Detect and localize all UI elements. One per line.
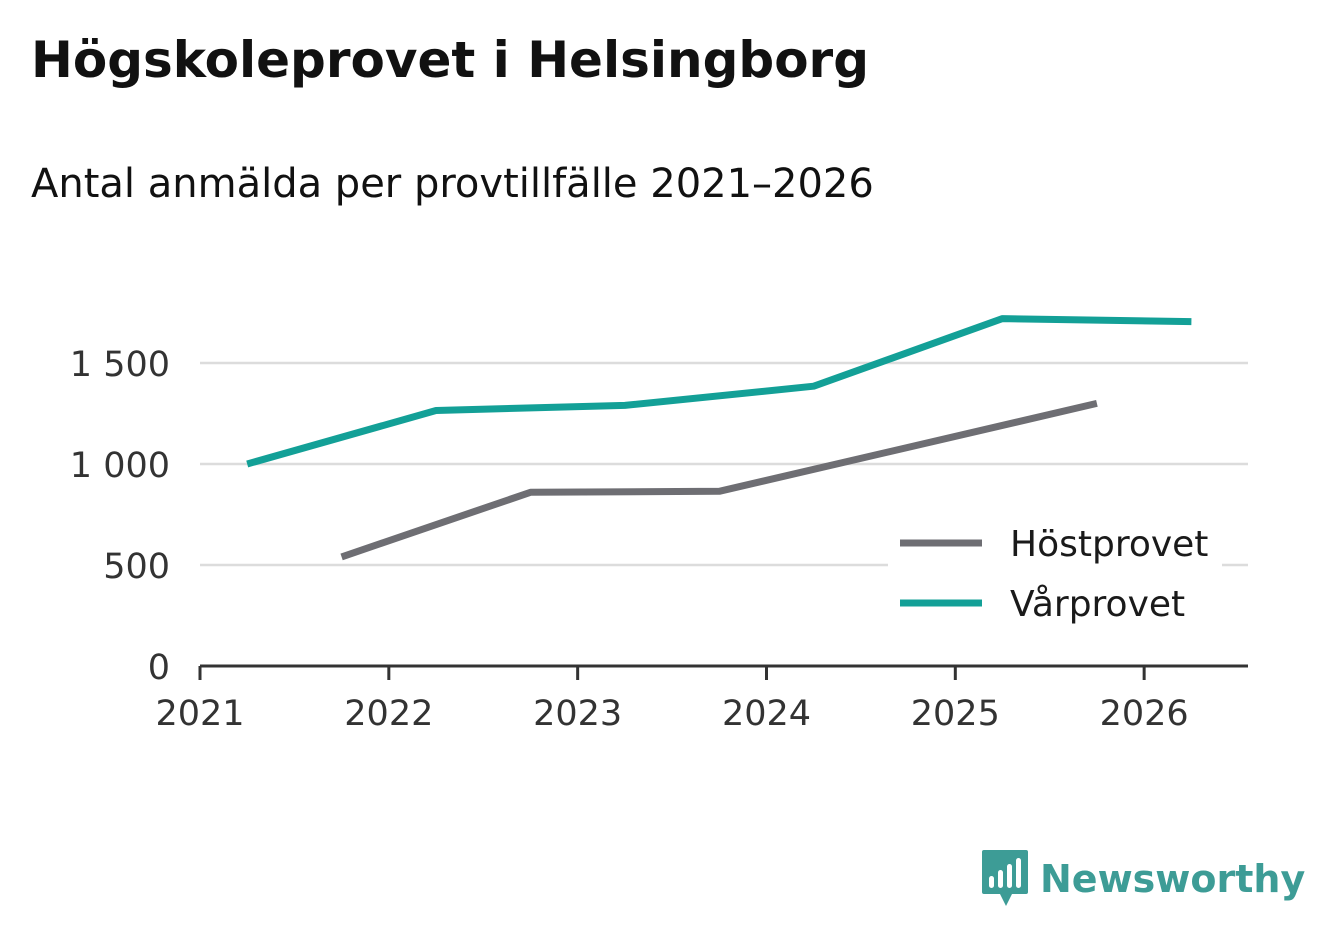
- axes: 0 500 1 000 1 500 2021 2022 2023 2024 2025 2026: [70, 345, 1248, 734]
- y-tick-label: 0: [148, 648, 170, 688]
- bar-chart-icon: [982, 850, 1028, 906]
- legend-background: [888, 518, 1222, 636]
- x-tick-label: 2025: [911, 694, 1000, 734]
- series-line-vårprovet: [246, 315, 1192, 468]
- brand-name: Newsworthy: [1040, 857, 1306, 901]
- legend-label: Höstprovet: [1010, 524, 1208, 565]
- x-tick-label: 2023: [533, 694, 622, 734]
- x-tick-label: 2024: [722, 694, 811, 734]
- chart-subtitle: Antal anmälda per provtillfälle 2021–202…: [31, 161, 874, 207]
- legend-label: Vårprovet: [1010, 584, 1185, 625]
- chart-title: Högskoleprovet i Helsingborg: [31, 31, 869, 89]
- x-tick-label: 2022: [344, 694, 433, 734]
- series-line-höstprovet: [340, 399, 1098, 561]
- newsworthy-logo: Newsworthy: [980, 848, 1305, 910]
- y-tick-label: 500: [103, 547, 170, 587]
- x-tick-label: 2026: [1100, 694, 1189, 734]
- x-tick-label: 2021: [155, 694, 244, 734]
- legend: Höstprovet Vårprovet: [888, 518, 1222, 636]
- y-tick-label: 1 000: [70, 446, 170, 486]
- series-lines: [246, 315, 1192, 561]
- y-tick-label: 1 500: [70, 345, 170, 385]
